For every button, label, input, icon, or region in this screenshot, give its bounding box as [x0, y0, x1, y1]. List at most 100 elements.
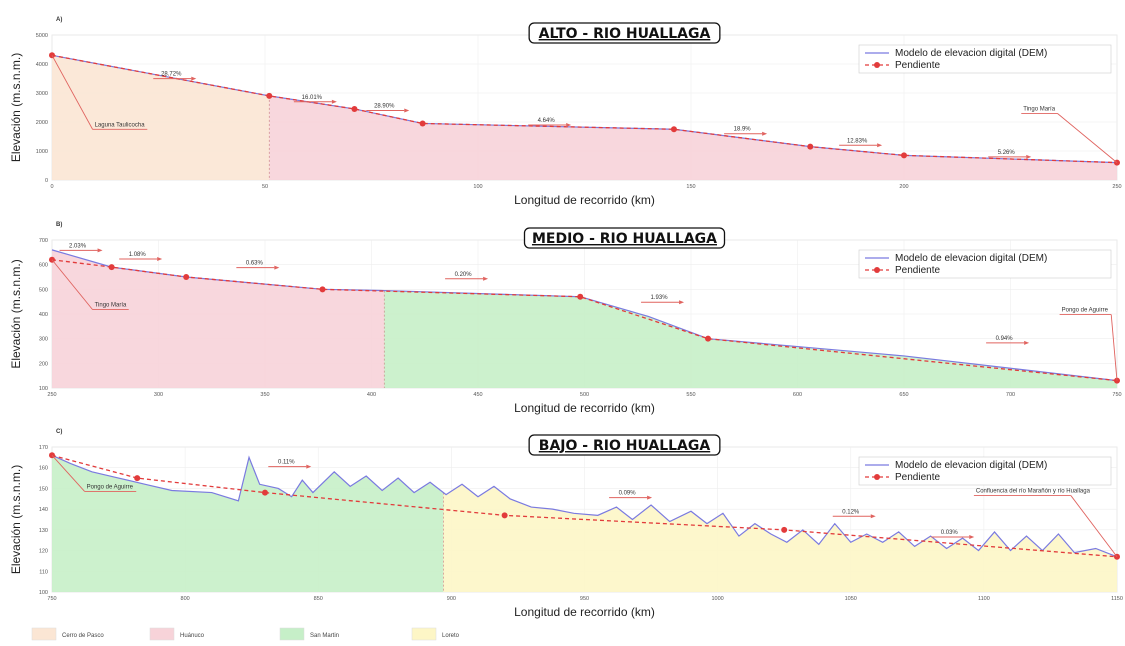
y-tick-label: 2000: [36, 120, 48, 126]
region-fill-hu-nuco: [52, 249, 385, 388]
x-tick-label: 350: [260, 392, 269, 398]
legend-slope-label: Pendiente: [895, 60, 940, 71]
annotation-leader: [51, 55, 93, 130]
y-tick-label: 500: [39, 287, 48, 293]
y-tick-label: 100: [39, 386, 48, 392]
chart-legend: Modelo de elevacion digital (DEM)Pendien…: [858, 456, 1112, 486]
slope-point: [901, 152, 907, 159]
x-tick-label: 750: [1112, 392, 1121, 398]
region-fill-san-martin: [384, 290, 1117, 388]
y-tick-label: 140: [39, 507, 48, 513]
x-tick-label: 0: [50, 184, 53, 190]
slope-label: 0.12%: [842, 509, 860, 515]
chart-panel-3: 0.11% 0.09% 0.12% 0.03% Pongo de Aguirre Conf…: [9, 429, 1123, 619]
y-tick-label: 120: [39, 549, 48, 555]
legend-box: [858, 456, 1112, 486]
y-tick-label: 150: [39, 486, 48, 492]
slope-arrow-head: [647, 495, 653, 500]
slope-label: 12.83%: [847, 138, 868, 144]
chart-title: MEDIO - RIO HUALLAGA: [532, 231, 717, 247]
region-legend-swatch: [411, 627, 437, 641]
slope-arrow-head: [877, 143, 883, 148]
y-axis-label: Elevación (m.s.n.m.): [9, 465, 23, 574]
dem-series-line: [51, 454, 1118, 558]
x-tick-label: 950: [580, 596, 589, 602]
legend-dem-label: Modelo de elevacion digital (DEM): [895, 253, 1047, 264]
place-annotation: Pongo de Aguirre: [1062, 308, 1109, 314]
place-annotation: Pongo de Aguirre: [87, 484, 134, 490]
slope-arrow-head: [306, 464, 312, 469]
slope-label: 1.08%: [129, 252, 147, 258]
region-legend-label: Huánuco: [180, 633, 205, 639]
x-tick-label: 1150: [1111, 596, 1123, 602]
place-annotation: Tingo María: [95, 303, 127, 309]
slope-arrow-head: [566, 123, 572, 127]
panel-letter: B): [56, 222, 62, 228]
x-tick-label: 700: [1006, 392, 1015, 398]
y-tick-label: 700: [39, 238, 48, 244]
panel-letter: A): [56, 17, 62, 23]
legend-slope-label: Pendiente: [895, 472, 940, 483]
y-tick-label: 5000: [36, 33, 48, 39]
y-axis-label: Elevación (m.s.n.m.): [9, 53, 23, 162]
y-tick-label: 200: [39, 361, 48, 367]
region-fill-san-martin: [52, 455, 444, 592]
chart-panel-1: 28.72% 16.01% 28.90% 4.64% 18.9% 12.83% 5.26% L…: [9, 17, 1122, 207]
region-legend-label: Loreto: [442, 633, 460, 639]
slope-point: [262, 489, 268, 496]
place-annotation: Laguna Taulicocha: [95, 122, 146, 128]
slope-arrow-head: [870, 514, 876, 519]
slope-point: [419, 120, 426, 127]
x-tick-label: 750: [47, 596, 56, 602]
slope-point: [183, 274, 190, 280]
x-tick-label: 450: [473, 392, 482, 398]
slope-point: [134, 475, 141, 482]
slope-point: [670, 126, 677, 133]
y-tick-label: 0: [45, 178, 48, 184]
place-annotation: Confluencia del río Marañón y río Hualla…: [976, 489, 1091, 495]
chart-legend: Modelo de elevacion digital (DEM)Pendien…: [858, 44, 1112, 74]
chart-legend: Modelo de elevacion digital (DEM)Pendien…: [858, 249, 1112, 279]
x-tick-label: 900: [447, 596, 456, 602]
slope-arrow-head: [97, 248, 103, 253]
slope-arrow-head: [1024, 340, 1030, 345]
y-tick-label: 170: [39, 445, 48, 451]
x-tick-label: 150: [686, 184, 695, 190]
slope-label: 0.63%: [246, 261, 264, 267]
slope-label: 0.09%: [619, 491, 637, 497]
x-tick-label: 1100: [978, 596, 990, 602]
legend-dem-label: Modelo de elevacion digital (DEM): [895, 48, 1047, 59]
legend-box: [858, 249, 1112, 279]
chart-title-box: [528, 22, 721, 44]
x-tick-label: 50: [262, 184, 268, 190]
slope-arrow-head: [969, 535, 975, 539]
annotation-leader: [1070, 495, 1118, 558]
slope-label: 16.01%: [302, 95, 323, 101]
legend-slope-marker: [874, 62, 880, 68]
place-annotation: Tingo María: [1023, 106, 1055, 112]
slope-series-line: [51, 454, 1118, 558]
x-tick-label: 600: [793, 392, 802, 398]
y-tick-label: 1000: [36, 149, 48, 155]
legend-box: [858, 44, 1112, 74]
legend-slope-marker: [874, 267, 880, 273]
slope-label: 0.94%: [996, 336, 1014, 342]
slope-label: 5.26%: [998, 150, 1016, 156]
y-tick-label: 4000: [36, 62, 48, 68]
y-tick-label: 3000: [36, 91, 48, 97]
slope-arrow-head: [157, 257, 163, 262]
chart-title: BAJO - RIO HUALLAGA: [539, 438, 711, 454]
region-fill-hu-nuco: [269, 95, 1117, 180]
slope-label: 28.72%: [161, 72, 182, 78]
slope-point: [108, 264, 115, 271]
legend-slope-label: Pendiente: [895, 265, 940, 276]
region-fill-loreto: [443, 484, 1117, 592]
x-axis-label: Longitud de recorrido (km): [514, 605, 655, 619]
x-tick-label: 400: [367, 392, 376, 398]
slope-arrow-head: [191, 76, 197, 81]
x-tick-label: 800: [181, 596, 190, 602]
slope-label: 0.11%: [278, 460, 295, 466]
slope-point: [781, 526, 788, 533]
slope-point: [319, 286, 326, 293]
